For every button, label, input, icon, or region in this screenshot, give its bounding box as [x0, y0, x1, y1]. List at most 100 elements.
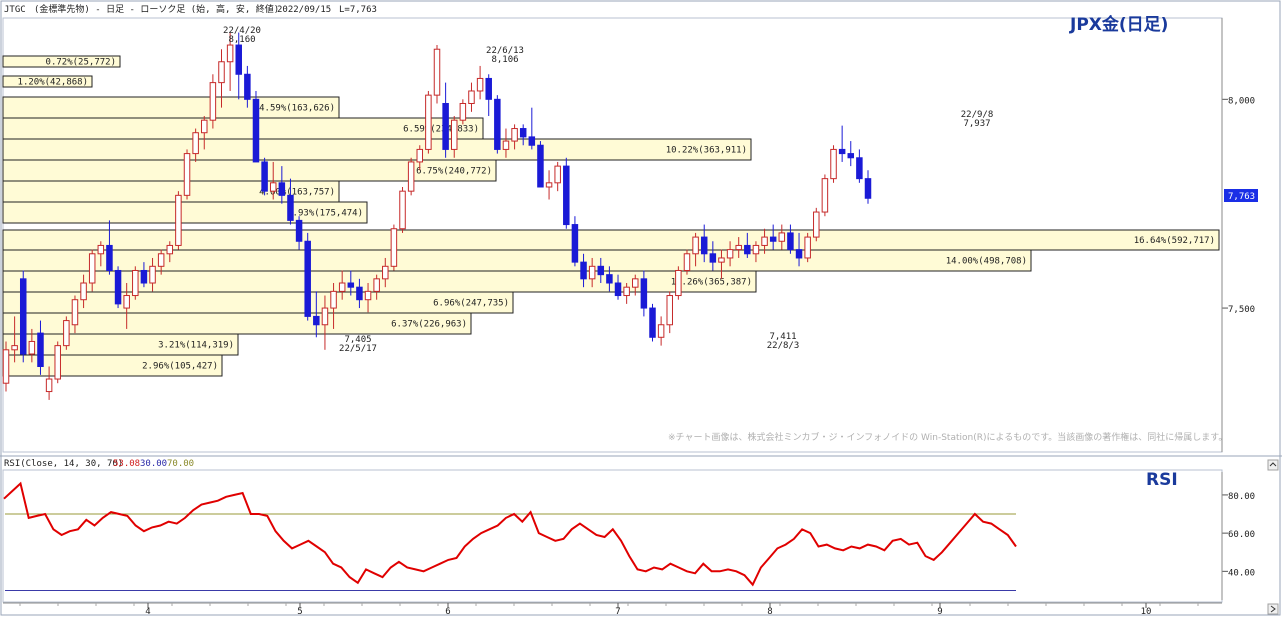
volume-profile-label: 3.21%(114,319) [158, 341, 234, 351]
candle-down [856, 157, 863, 180]
candle-up [821, 178, 829, 213]
candle-down [485, 77, 492, 100]
volume-profile-label: 4.93%(175,474) [287, 209, 363, 219]
candle-up [338, 282, 346, 292]
annotation-price: 22/8/3 [767, 341, 800, 351]
date-axis: 4 5 6 7 8 9 10 [3, 602, 1222, 617]
candle-up [157, 253, 165, 267]
candle-up [450, 119, 458, 150]
main-panel-title: JPX金(日足) [1069, 14, 1168, 35]
volume-profile-label: 2.96%(105,427) [142, 362, 218, 372]
candle-up [407, 161, 415, 192]
candle-up [201, 119, 208, 134]
candle-up [657, 324, 665, 338]
rsi-header-value: 53.08 [113, 459, 140, 469]
candle-up [166, 244, 174, 255]
candle-down [356, 286, 363, 301]
candle-down [347, 282, 355, 288]
candle-up [545, 182, 553, 188]
candle-up [804, 236, 811, 259]
candle-down [442, 102, 449, 150]
candle-down [571, 224, 579, 263]
rsi-panel-title: RSI [1146, 470, 1178, 490]
candle-down [580, 261, 587, 280]
chevron-right-icon [1270, 605, 1276, 613]
candle-up [830, 148, 837, 180]
candle-up [382, 265, 389, 280]
month-tick-label: 8 [767, 607, 772, 617]
candle-up [88, 253, 96, 284]
candle-up [511, 128, 518, 142]
volume-profile-bar [2, 201, 368, 224]
price-axis: 8,000 7,500 [1221, 18, 1255, 452]
volume-profile-label: 4.60%(163,757) [259, 188, 335, 198]
candle-up [80, 282, 87, 301]
candle-up [218, 61, 225, 84]
candle-up [761, 236, 768, 246]
candle-up [373, 278, 380, 292]
month-tick-label: 5 [297, 607, 302, 617]
candle-up [632, 278, 639, 288]
candle-up [192, 132, 199, 155]
price-tick-label: 8,000 [1228, 96, 1255, 106]
header-code: JTGC [4, 5, 26, 15]
candle-up [123, 295, 130, 309]
copyright-note: ※チャート画像は、株式会社ミンカブ・ジ・インフォノイドの Win-Station… [668, 431, 1227, 443]
rsi-tick-label: 60.00 [1228, 530, 1255, 540]
candle-up [399, 190, 406, 230]
candle-up [71, 299, 79, 326]
candle-up [554, 165, 561, 184]
candles [2, 32, 872, 400]
volume-profile-label: 0.72%(25,772) [46, 58, 116, 68]
volume-profile-label: 4.59%(163,626) [259, 104, 335, 114]
annotation-date: 7,405 [344, 335, 371, 345]
candle-up [209, 82, 217, 121]
candle-down [304, 240, 311, 317]
last-price-label: 7,763 [1228, 192, 1255, 202]
candle-up [28, 340, 36, 355]
candle-up [321, 307, 329, 326]
candle-down [563, 165, 570, 226]
candle-down [597, 265, 605, 276]
annotation-date: 7,411 [769, 332, 796, 342]
candle-down [140, 269, 148, 284]
volume-profile-label: 14.00%(498,708) [946, 257, 1027, 267]
volume-profile: 0.72%(25,772) 1.20%(42,868) 4.59%(163,626)… [2, 55, 1220, 377]
candle-up [502, 140, 510, 150]
volume-profile-label: 6.96%(247,735) [433, 299, 509, 309]
candle-up [813, 211, 820, 238]
horizontal-scroll-button[interactable] [1267, 603, 1279, 615]
candle-down [278, 182, 286, 196]
candle-up [45, 378, 53, 393]
volume-profile-bar [2, 138, 752, 161]
chevron-up-icon [1269, 462, 1277, 467]
candle-up [183, 153, 191, 196]
volume-profile-label: 6.75%(240,772) [416, 167, 492, 177]
candle-up [718, 257, 725, 263]
candle-up [97, 244, 105, 255]
candle-up [468, 90, 475, 104]
rsi-series-line [3, 481, 1017, 587]
candle-up [476, 77, 484, 92]
candle-down [640, 278, 648, 309]
candle-up [149, 265, 156, 284]
candle-down [528, 136, 536, 146]
candle-down [709, 253, 717, 263]
candle-down [614, 282, 622, 297]
volume-profile-label: 10.26%(365,387) [671, 278, 752, 288]
annotation-price: 8,106 [491, 55, 518, 65]
rsi-tick-label: 40.00 [1228, 568, 1255, 578]
volume-profile-label: 10.22%(363,911) [666, 146, 747, 156]
header-date: 2022/09/15 [277, 5, 331, 15]
candle-up [726, 249, 734, 259]
volume-profile-bar [2, 249, 1032, 272]
candle-down [606, 274, 613, 284]
candle-down [287, 194, 294, 221]
candle-up [2, 349, 10, 384]
candle-up [433, 48, 441, 96]
volume-profile-label: 6.59%(234,833) [403, 125, 479, 135]
candle-up [269, 182, 277, 192]
candle-up [416, 148, 424, 163]
rsi-panel-scroll-button[interactable] [1267, 459, 1279, 471]
